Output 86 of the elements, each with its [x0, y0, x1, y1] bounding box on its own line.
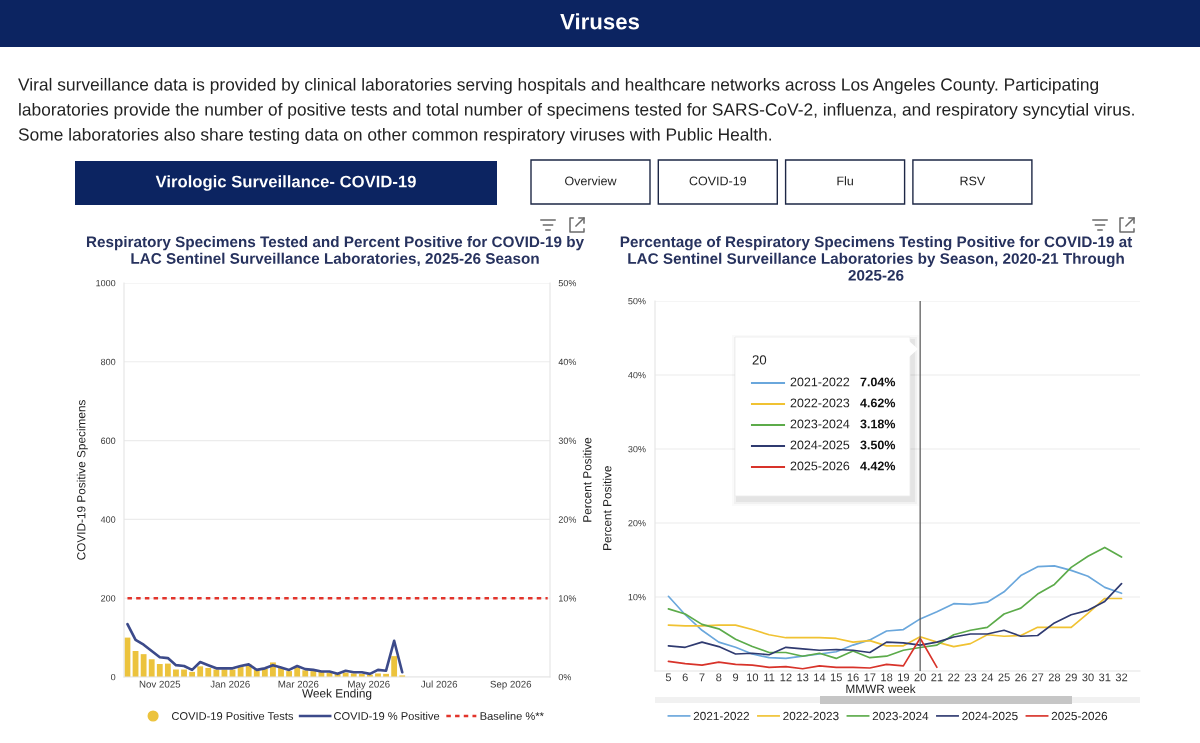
text: Virologic Surveillance- COVID-19 — [155, 175, 416, 191]
legend-label: Baseline %** — [480, 711, 544, 720]
chart-title: Respiratory Specimens Tested and Percent Positive for COVID-19 by LAC Sentinel Surveillance Laboratories, 2025-26 Season — [86, 236, 584, 267]
annotation: 7.04% — [860, 377, 896, 387]
x-tick-label: Jan 2026 — [210, 680, 250, 688]
x-tick-label: 14 — [814, 673, 826, 682]
x-tick-label: 7 — [699, 673, 705, 682]
x-tick-label: 15 — [830, 673, 842, 682]
x-tick-label: 5 — [665, 673, 672, 682]
y2-tick-label: 40% — [558, 358, 577, 366]
x-tick-label: 6 — [682, 673, 688, 682]
text: 2023-2024 — [790, 419, 850, 429]
x-tick-label: 28 — [1048, 673, 1061, 682]
x-tick-label: 19 — [898, 673, 910, 682]
x-tick-label: Mar 2026 — [278, 680, 319, 688]
x-tick-label: 16 — [847, 673, 859, 682]
legend-label: 2021-2022 — [693, 711, 750, 721]
x-tick-label: 29 — [1065, 673, 1077, 682]
text: Viral surveillance data is provided by clinical laboratories serving hospitals and healthcare networks across Los Angeles County. Participating — [18, 77, 1099, 95]
y2-tick-label: 0% — [558, 673, 572, 681]
x-tick-label: 18 — [881, 673, 893, 682]
y-tick-label: 30% — [628, 445, 646, 453]
x-tick-label: 13 — [797, 673, 809, 682]
legend-label: 2025-2026 — [1051, 711, 1108, 721]
x-tick-label: 32 — [1115, 673, 1128, 682]
annotation: 3.18% — [860, 419, 896, 429]
y-tick-label: 10% — [628, 593, 646, 601]
x-tick-label: 9 — [732, 673, 739, 682]
y2-axis-title: Percent Positive — [582, 437, 592, 522]
x-tick-label: 27 — [1032, 673, 1044, 682]
x-tick-label: 17 — [864, 673, 876, 682]
text: RSV — [960, 176, 986, 186]
text: Some laboratories also share testing data on other common respiratory viruses with Public Health. — [18, 127, 772, 145]
x-tick-label: 24 — [981, 673, 994, 682]
x-tick-label: Nov 2025 — [139, 680, 181, 688]
text: laboratories provide the number of positive tests and total number of specimens tested for SARS-CoV-2, influenza, and respiratory syncytial virus. — [19, 102, 1134, 120]
legend-label: COVID-19 Positive Tests — [171, 711, 294, 720]
x-axis-title: MMWR week — [846, 684, 916, 693]
x-axis-title: Week Ending — [302, 688, 372, 700]
y2-tick-label: 20% — [558, 516, 577, 523]
text: 2022-2023 — [790, 398, 850, 408]
annotation: 4.62% — [860, 398, 896, 408]
x-tick-label: 31 — [1099, 673, 1111, 682]
x-tick-label: 30 — [1082, 673, 1094, 682]
x-tick-label: 23 — [964, 673, 977, 682]
legend-label: COVID-19 % Positive — [334, 711, 440, 720]
legend-label: 2024-2025 — [962, 711, 1018, 721]
y-axis-title: COVID-19 Positive Specimens — [76, 400, 88, 560]
y-tick-label: 200 — [101, 595, 116, 602]
x-tick-label: Sep 2026 — [490, 680, 532, 690]
annotation: 3.50% — [860, 440, 896, 450]
x-tick-label: 8 — [716, 673, 722, 682]
text: Overview — [565, 176, 617, 186]
x-tick-label: 10 — [747, 673, 759, 682]
text: Flu — [837, 176, 853, 186]
y2-tick-label: 10% — [559, 595, 577, 602]
y-tick-label: 400 — [100, 516, 116, 523]
x-tick-label: 12 — [780, 673, 792, 682]
chart-title: Percentage of Respiratory Specimens Testing Positive for COVID-19 at LAC Sentinel Surveillance Laboratories by Season, 2020-21 Through 2025-26 — [620, 236, 1133, 281]
y-tick-label: 800 — [101, 358, 116, 366]
y-axis-title: Percent Positive — [602, 466, 612, 550]
x-tick-label: 22 — [948, 673, 960, 682]
legend-label: 2023-2024 — [872, 711, 929, 721]
text: Viruses — [560, 13, 640, 30]
y-tick-label: 1000 — [96, 279, 116, 287]
y-tick-label: 40% — [628, 371, 646, 379]
y-tick-label: 50% — [628, 297, 646, 305]
text: 2021-2022 — [790, 377, 850, 387]
y-tick-label: 0 — [111, 673, 116, 681]
x-tick-label: 20 — [914, 673, 926, 682]
x-tick-label: 26 — [1015, 673, 1027, 682]
text: 2025-2026 — [790, 461, 850, 471]
x-tick-label: 11 — [764, 673, 775, 682]
x-tick-label: Jul 2026 — [420, 680, 458, 688]
annotation: 20 — [752, 355, 767, 365]
x-tick-label: May 2026 — [348, 680, 390, 690]
annotation: 4.42% — [860, 461, 896, 471]
legend-label: 2022-2023 — [783, 711, 839, 721]
text: 2024-2025 — [790, 440, 850, 450]
y2-tick-label: 30% — [558, 437, 577, 444]
y2-tick-label: 50% — [558, 279, 577, 287]
text: COVID-19 — [689, 176, 747, 186]
y-tick-label: 600 — [101, 437, 116, 444]
x-tick-label: 25 — [998, 673, 1010, 682]
x-tick-label: 21 — [931, 673, 943, 682]
y-tick-label: 20% — [628, 519, 646, 527]
